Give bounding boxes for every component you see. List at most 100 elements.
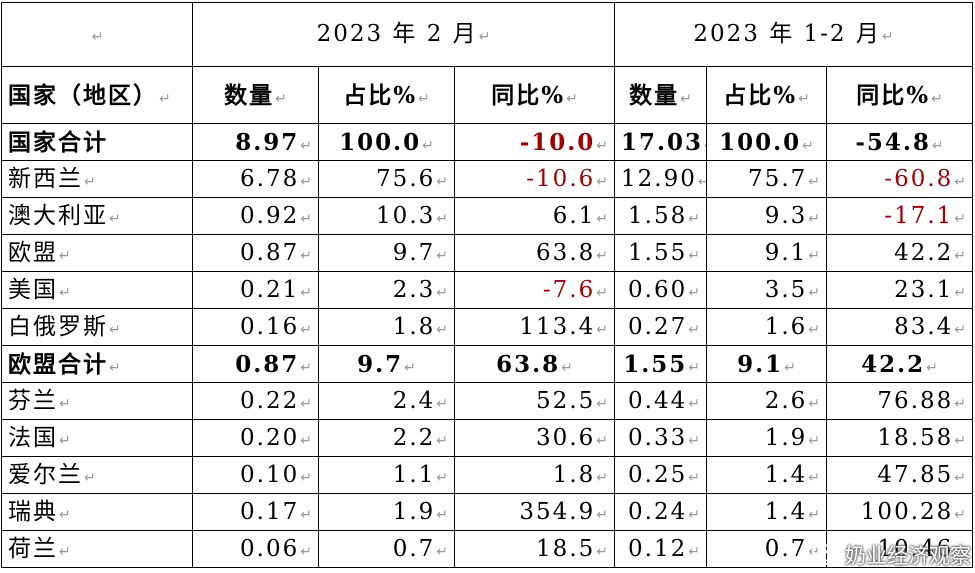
cell-qty: 6.78↵ xyxy=(192,160,319,198)
cell-qty: 0.87↵ xyxy=(192,234,319,272)
country-column-header: 国家（地区）↵ xyxy=(1,66,193,124)
table-row: 芬兰↵ 0.22↵ 2.4↵ 52.5↵ 0.44↵ 2.6↵ 76.88↵ xyxy=(1,382,974,420)
cell-name: 欧盟合计↵ xyxy=(1,345,193,383)
cell-share: 2.4↵ xyxy=(318,382,455,420)
cell-qty-cumulative: 0.33↵ xyxy=(614,419,707,457)
yoy-column-header: 同比%↵ xyxy=(454,66,615,124)
cell-qty-cumulative: 1.55↵ xyxy=(614,234,707,272)
cell-qty: 0.16↵ xyxy=(192,308,319,346)
cell-share-cumulative: 1.4↵ xyxy=(706,493,827,531)
table-row: 白俄罗斯↵ 0.16↵ 1.8↵ 113.4↵ 0.27↵ 1.6↵ 83.4↵ xyxy=(1,308,974,346)
table-row: 瑞典↵ 0.17↵ 1.9↵ 354.9↵ 0.24↵ 1.4↵ 100.28↵ xyxy=(1,493,974,531)
cell-yoy: 63.8↵ xyxy=(454,234,615,272)
period-jan-feb-header: 2023 年 1-2 月↵ xyxy=(613,2,974,67)
cell-name: 法国↵ xyxy=(1,419,193,457)
wechat-icon xyxy=(812,544,839,566)
cell-share-cumulative: 3.5↵ xyxy=(706,271,827,309)
cell-share: 9.7↵ xyxy=(318,234,455,272)
cell-yoy-cumulative: 18.58↵ xyxy=(825,419,974,457)
cell-yoy: 30.6↵ xyxy=(454,419,615,457)
cell-yoy: 52.5↵ xyxy=(454,382,615,420)
cell-qty: 0.22↵ xyxy=(192,382,319,420)
table-row: 欧盟↵ 0.87↵ 9.7↵ 63.8↵ 1.55↵ 9.1↵ 42.2↵ xyxy=(1,234,974,272)
cell-yoy: 63.8↵ xyxy=(454,345,615,383)
cell-yoy-cumulative: 76.88↵ xyxy=(825,382,974,420)
cell-yoy-cumulative: 42.2↵ xyxy=(825,234,974,272)
cell-qty-cumulative: 12.90↵ xyxy=(614,160,707,198)
cell-name: 新西兰↵ xyxy=(1,160,193,198)
share-column-header: 占比%↵ xyxy=(318,66,455,124)
cell-name: 白俄罗斯↵ xyxy=(1,308,193,346)
cell-share: 1.8↵ xyxy=(318,308,455,346)
cell-share-cumulative: 9.3↵ xyxy=(706,197,827,235)
cell-yoy: -10.0↵ xyxy=(454,123,615,161)
cell-qty: 0.10↵ xyxy=(192,456,319,494)
cell-share: 2.3↵ xyxy=(318,271,455,309)
cell-yoy: 6.1↵ xyxy=(454,197,615,235)
cell-name: 美国↵ xyxy=(1,271,193,309)
cell-share-cumulative: 2.6↵ xyxy=(706,382,827,420)
cell-name: 荷兰↵ xyxy=(1,530,193,568)
cell-qty-cumulative: 0.44↵ xyxy=(614,382,707,420)
cell-name: 瑞典↵ xyxy=(1,493,193,531)
table-row: 美国↵ 0.21↵ 2.3↵ -7.6↵ 0.60↵ 3.5↵ 23.1↵ xyxy=(1,271,974,309)
table-row: 爱尔兰↵ 0.10↵ 1.1↵ 1.8↵ 0.25↵ 1.4↵ 47.85↵ xyxy=(1,456,974,494)
cell-qty-cumulative: 0.60↵ xyxy=(614,271,707,309)
table-body: 国家合计 8.97↵ 100.0↵ -10.0↵ 17.03↵ 100.0↵ -… xyxy=(1,123,974,568)
cell-yoy-cumulative: 100.28↵ xyxy=(825,493,974,531)
cell-share: 2.2↵ xyxy=(318,419,455,457)
cell-qty: 0.06↵ xyxy=(192,530,319,568)
cell-yoy-cumulative: 47.85↵ xyxy=(825,456,974,494)
period-feb-header: 2023 年 2 月↵ xyxy=(192,2,615,67)
cell-qty-cumulative: 17.03↵ xyxy=(614,123,707,161)
cell-share-cumulative: 1.9↵ xyxy=(706,419,827,457)
cell-share-cumulative: 1.6↵ xyxy=(706,308,827,346)
cell-yoy-cumulative: 10.46↵ xyxy=(825,530,974,568)
cell-qty: 8.97↵ xyxy=(192,123,319,161)
cell-yoy-cumulative: -60.8↵ xyxy=(825,160,974,198)
cell-qty-cumulative: 0.25↵ xyxy=(614,456,707,494)
cell-name: 欧盟↵ xyxy=(1,234,193,272)
yoy-cumulative-column-header: 同比%↵ xyxy=(825,66,974,124)
cell-share: 100.0↵ xyxy=(318,123,455,161)
cell-qty-cumulative: 0.24↵ xyxy=(614,493,707,531)
cell-yoy-cumulative: 83.4↵ xyxy=(825,308,974,346)
table-row: 澳大利亚↵ 0.92↵ 10.3↵ 6.1↵ 1.58↵ 9.3↵ -17.1↵ xyxy=(1,197,974,235)
cell-share-cumulative: 9.1↵ xyxy=(706,234,827,272)
table-row: 法国↵ 0.20↵ 2.2↵ 30.6↵ 0.33↵ 1.9↵ 18.58↵ xyxy=(1,419,974,457)
cell-yoy-cumulative: -17.1↵ xyxy=(825,197,974,235)
table-row: 国家合计 8.97↵ 100.0↵ -10.0↵ 17.03↵ 100.0↵ -… xyxy=(1,123,974,161)
cell-qty-cumulative: 0.27↵ xyxy=(614,308,707,346)
cell-qty: 0.17↵ xyxy=(192,493,319,531)
cell-yoy: 354.9↵ xyxy=(454,493,615,531)
cell-yoy: 18.5↵ xyxy=(454,530,615,568)
share-cumulative-column-header: 占比%↵ xyxy=(706,66,827,124)
cell-qty-cumulative: 0.12↵ xyxy=(614,530,707,568)
cell-qty-cumulative: 1.58↵ xyxy=(614,197,707,235)
cell-share: 10.3↵ xyxy=(318,197,455,235)
cell-name: 澳大利亚↵ xyxy=(1,197,193,235)
quantity-column-header: 数量↵ xyxy=(192,66,319,124)
cell-qty: 0.21↵ xyxy=(192,271,319,309)
header-row-columns: 国家（地区）↵ 数量↵ 占比%↵ 同比%↵ 数量↵ 占比%↵ 同比%↵ xyxy=(1,66,974,124)
cell-yoy: -10.6↵ xyxy=(454,160,615,198)
cell-share-cumulative: 100.0↵ xyxy=(706,123,827,161)
corner-cell: ↵ xyxy=(1,2,193,67)
cell-name: 芬兰↵ xyxy=(1,382,193,420)
cell-share-cumulative: 75.7↵ xyxy=(706,160,827,198)
cell-yoy-cumulative: 42.2↵ xyxy=(825,345,974,383)
cell-share-cumulative: 1.4↵ xyxy=(706,456,827,494)
cell-share: 1.9↵ xyxy=(318,493,455,531)
cell-yoy: 1.8↵ xyxy=(454,456,615,494)
cell-share-cumulative: 9.1↵ xyxy=(706,345,827,383)
quantity-cumulative-column-header: 数量↵ xyxy=(614,66,707,124)
cell-name: 国家合计 xyxy=(1,123,193,161)
cell-qty: 0.92↵ xyxy=(192,197,319,235)
cell-share: 9.7↵ xyxy=(318,345,455,383)
cell-share: 0.7↵ xyxy=(318,530,455,568)
header-row-periods: ↵ 2023 年 2 月↵ 2023 年 1-2 月↵ xyxy=(1,2,974,67)
cell-yoy-cumulative: 23.1↵ xyxy=(825,271,974,309)
cell-qty: 0.20↵ xyxy=(192,419,319,457)
cell-share: 1.1↵ xyxy=(318,456,455,494)
cell-share: 75.6↵ xyxy=(318,160,455,198)
